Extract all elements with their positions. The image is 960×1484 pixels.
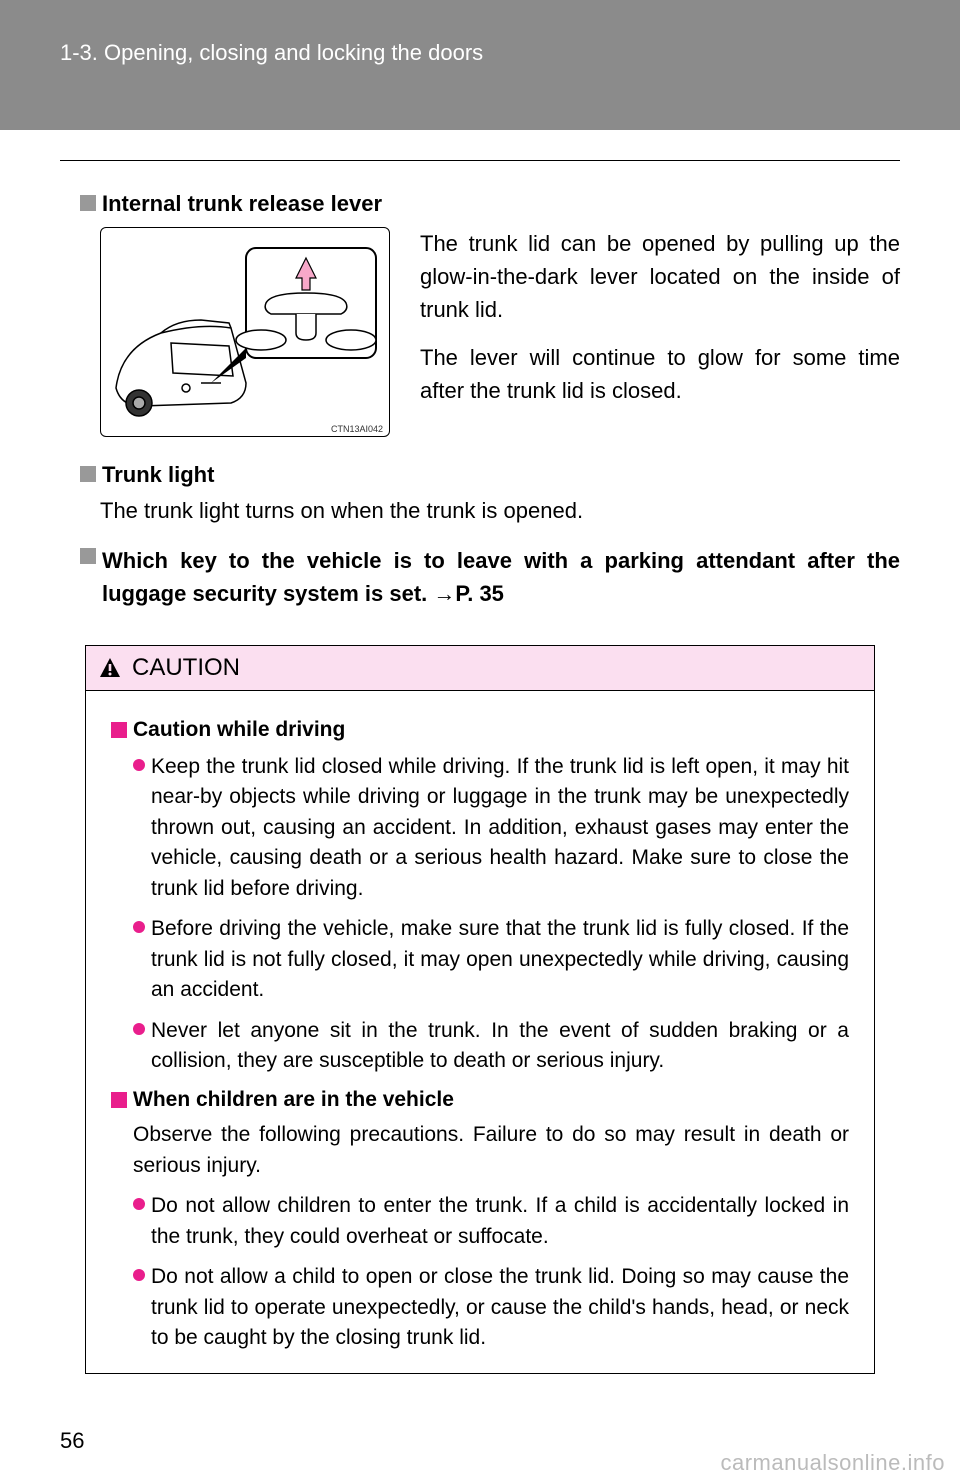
section-which-key: Which key to the vehicle is to leave wit… bbox=[60, 544, 900, 610]
pink-bullet-icon bbox=[133, 759, 145, 771]
pink-bullet-icon bbox=[133, 1023, 145, 1035]
caution-children-section: When children are in the vehicle bbox=[111, 1088, 849, 1112]
caution-bullet: Before driving the vehicle, make sure th… bbox=[111, 914, 849, 1005]
caution-children-b1: Do not allow children to enter the trunk… bbox=[151, 1191, 849, 1252]
internal-trunk-title: Internal trunk release lever bbox=[102, 191, 382, 217]
illustration-label: CTN13AI042 bbox=[331, 424, 383, 434]
pink-bullet-icon bbox=[133, 921, 145, 933]
caution-bullet: Do not allow a child to open or close th… bbox=[111, 1262, 849, 1353]
caution-bullet: Keep the trunk lid closed while driving.… bbox=[111, 752, 849, 904]
page-number: 56 bbox=[60, 1428, 84, 1454]
gray-square-icon bbox=[80, 195, 96, 211]
pink-square-icon bbox=[111, 722, 127, 738]
trunk-light-title: Trunk light bbox=[102, 462, 214, 488]
section-internal-trunk: Internal trunk release lever bbox=[60, 191, 900, 217]
watermark: carmanualsonline.info bbox=[720, 1450, 945, 1476]
internal-trunk-content: CTN13AI042 The trunk lid can be opened b… bbox=[60, 227, 900, 437]
which-key-part2: →P. 35 bbox=[433, 581, 504, 606]
internal-trunk-para2: The lever will continue to glow for some… bbox=[420, 341, 900, 407]
caution-bullet: Do not allow children to enter the trunk… bbox=[111, 1191, 849, 1252]
caution-box: CAUTION Caution while driving Keep the t… bbox=[85, 645, 875, 1374]
caution-driving-b2: Before driving the vehicle, make sure th… bbox=[151, 914, 849, 1005]
trunk-lever-illustration: CTN13AI042 bbox=[100, 227, 390, 437]
trunk-light-text: The trunk light turns on when the trunk … bbox=[60, 498, 900, 524]
caution-body: Caution while driving Keep the trunk lid… bbox=[86, 691, 874, 1373]
caution-driving-title: Caution while driving bbox=[133, 718, 345, 742]
caution-warning-icon bbox=[98, 656, 122, 680]
pink-bullet-icon bbox=[133, 1198, 145, 1210]
internal-trunk-text-block: The trunk lid can be opened by pulling u… bbox=[420, 227, 900, 437]
caution-children-intro: Observe the following precautions. Failu… bbox=[111, 1120, 849, 1181]
caution-children-title: When children are in the vehicle bbox=[133, 1088, 454, 1112]
caution-driving-section: Caution while driving bbox=[111, 718, 849, 742]
divider-line bbox=[60, 160, 900, 161]
pink-bullet-icon bbox=[133, 1269, 145, 1281]
page-content: Internal trunk release lever bbox=[0, 130, 960, 1374]
gray-square-icon bbox=[80, 466, 96, 482]
gray-square-icon bbox=[80, 548, 96, 564]
header-section-ref: 1-3. Opening, closing and locking the do… bbox=[60, 40, 483, 65]
which-key-text: Which key to the vehicle is to leave wit… bbox=[102, 544, 900, 610]
caution-header: CAUTION bbox=[86, 646, 874, 691]
pink-square-icon bbox=[111, 1092, 127, 1108]
section-trunk-light: Trunk light bbox=[60, 462, 900, 488]
caution-driving-b1: Keep the trunk lid closed while driving.… bbox=[151, 752, 849, 904]
caution-header-label: CAUTION bbox=[132, 654, 240, 682]
caution-children-b2: Do not allow a child to open or close th… bbox=[151, 1262, 849, 1353]
internal-trunk-para1: The trunk lid can be opened by pulling u… bbox=[420, 227, 900, 326]
caution-bullet: Never let anyone sit in the trunk. In th… bbox=[111, 1016, 849, 1077]
page-header: 1-3. Opening, closing and locking the do… bbox=[0, 0, 960, 130]
caution-driving-b3: Never let anyone sit in the trunk. In th… bbox=[151, 1016, 849, 1077]
